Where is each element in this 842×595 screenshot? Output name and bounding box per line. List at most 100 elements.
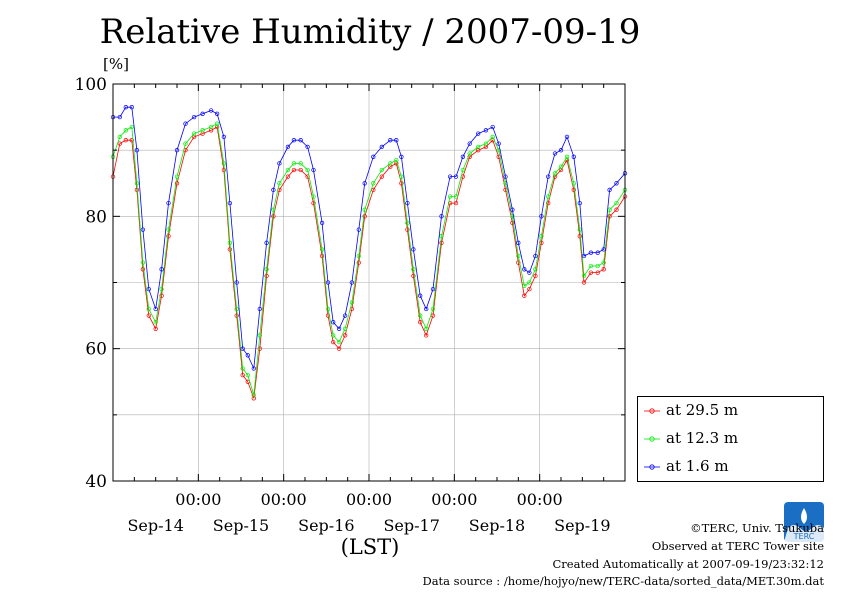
data-point — [271, 214, 276, 219]
y-tick-label: 80 — [85, 207, 107, 227]
data-point — [558, 164, 564, 169]
data-point — [588, 263, 594, 269]
data-point — [325, 313, 331, 318]
data-point — [174, 181, 180, 186]
day-label: Sep-14 — [127, 516, 183, 535]
data-point — [430, 313, 436, 318]
data-point — [325, 280, 331, 285]
data-point — [527, 280, 532, 285]
data-point — [467, 141, 472, 146]
data-point — [140, 260, 146, 265]
data-point — [571, 154, 576, 159]
data-point — [240, 372, 245, 378]
data-point — [362, 214, 367, 219]
data-point — [496, 141, 501, 146]
data-point — [388, 161, 393, 166]
data-point — [234, 313, 239, 318]
data-point — [552, 151, 558, 156]
data-point — [349, 300, 355, 305]
data-point — [510, 207, 515, 212]
data-point — [227, 200, 233, 206]
legend-label: at 1.6 m — [666, 457, 729, 475]
data-point — [539, 234, 544, 239]
data-point — [601, 260, 606, 265]
data-point — [183, 141, 188, 146]
data-point — [245, 372, 250, 378]
day-label: Sep-18 — [469, 516, 525, 535]
legend-label: at 12.3 m — [666, 429, 739, 447]
data-point — [342, 313, 348, 318]
data-point — [159, 267, 164, 272]
data-point — [552, 171, 558, 176]
data-point — [411, 247, 416, 252]
data-point — [430, 286, 436, 292]
data-point — [264, 267, 269, 272]
data-point — [166, 227, 171, 232]
data-point — [399, 174, 404, 179]
data-point — [285, 174, 291, 179]
data-point — [496, 154, 501, 159]
data-point — [191, 114, 197, 120]
data-point — [571, 187, 576, 193]
data-point — [234, 280, 239, 285]
data-point — [571, 181, 576, 186]
day-label: Sep-15 — [213, 516, 269, 535]
day-label: Sep-17 — [383, 516, 439, 535]
data-point — [577, 234, 582, 239]
x-tick-label: 00:00 — [431, 490, 477, 509]
data-point — [117, 114, 122, 120]
data-point — [349, 280, 355, 285]
data-point — [447, 174, 453, 179]
data-point — [394, 157, 399, 163]
data-point — [546, 200, 551, 206]
data-point — [595, 270, 600, 275]
data-point — [234, 306, 239, 312]
data-point — [510, 214, 515, 219]
data-point — [467, 151, 472, 156]
y-tick-label: 40 — [85, 472, 107, 492]
data-point — [264, 240, 269, 245]
data-point — [305, 144, 310, 150]
data-point — [331, 333, 336, 338]
data-point — [581, 273, 587, 279]
data-point — [129, 105, 134, 110]
data-point — [146, 306, 151, 312]
data-point — [227, 240, 233, 245]
data-point — [533, 267, 538, 272]
data-point — [453, 200, 459, 206]
data-point — [379, 174, 384, 179]
data-point — [200, 111, 205, 116]
data-point — [439, 234, 444, 239]
data-point — [123, 128, 128, 133]
footer-observed: Observed at TERC Tower site — [651, 539, 824, 553]
data-point — [601, 247, 606, 252]
data-point — [319, 220, 325, 226]
x-tick-label: 00:00 — [175, 490, 221, 509]
data-point — [577, 200, 582, 206]
data-point — [356, 227, 361, 232]
data-point — [424, 333, 429, 338]
data-point — [325, 306, 331, 312]
legend-item-1-6m: at 1.6 m — [638, 455, 823, 483]
data-point — [174, 148, 180, 153]
data-point — [607, 214, 612, 219]
data-point — [129, 124, 134, 130]
data-point — [453, 174, 459, 179]
data-point — [336, 326, 342, 331]
data-point — [257, 306, 262, 312]
data-point — [362, 207, 367, 212]
day-label: Sep-19 — [554, 516, 610, 535]
data-point — [257, 346, 262, 351]
data-point — [588, 250, 594, 255]
data-point — [490, 124, 495, 130]
data-point — [208, 108, 214, 113]
data-point — [496, 148, 501, 153]
data-point — [291, 161, 297, 166]
data-point — [245, 353, 250, 358]
data-point — [214, 121, 220, 126]
data-point — [117, 134, 122, 140]
data-point — [614, 207, 619, 212]
data-point — [336, 339, 342, 345]
data-point — [483, 141, 489, 146]
